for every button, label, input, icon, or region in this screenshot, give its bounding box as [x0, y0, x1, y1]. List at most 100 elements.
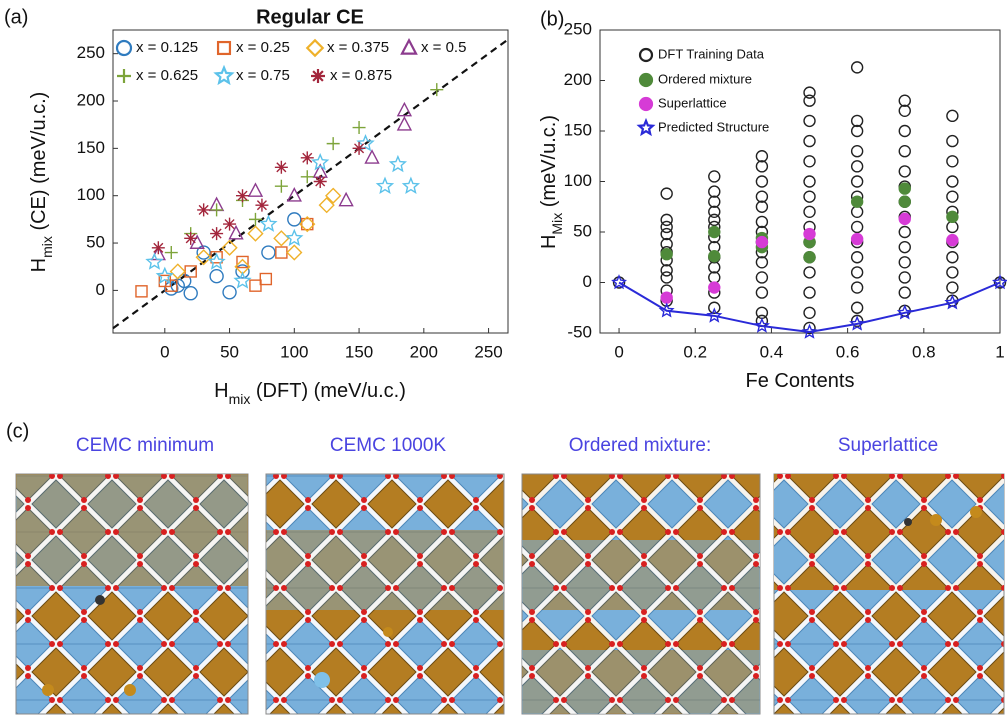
- point: [946, 266, 959, 279]
- point: [946, 109, 959, 123]
- structures: (c) CEMC minimum CEMC 1000K Ordered mixt…: [6, 420, 1005, 715]
- point: [946, 210, 959, 224]
- structure-layer: [522, 650, 760, 714]
- point: [803, 86, 816, 99]
- point: [184, 231, 198, 245]
- point: [946, 251, 959, 264]
- point: [755, 256, 769, 269]
- point: [850, 232, 864, 246]
- point: [299, 215, 316, 233]
- point: [259, 214, 278, 232]
- point: [221, 239, 238, 256]
- point: [210, 227, 224, 241]
- structure-layer: [522, 540, 760, 610]
- y-tick-label: 250: [564, 19, 592, 38]
- legend-label: x = 0.25: [236, 39, 290, 56]
- point: [356, 133, 375, 152]
- point: [233, 271, 252, 289]
- point: [169, 263, 186, 280]
- point: [850, 175, 864, 188]
- atom: [930, 514, 942, 526]
- point: [850, 61, 864, 74]
- axis-label-part: mix: [229, 391, 251, 407]
- point: [803, 134, 816, 148]
- point: [247, 182, 264, 197]
- axis-label-part: (DFT) (meV/u.c.): [250, 380, 406, 402]
- point: [803, 94, 816, 107]
- x-tick-label: 200: [410, 342, 438, 361]
- point: [898, 165, 911, 178]
- point: [183, 286, 198, 301]
- point: [396, 101, 413, 117]
- legend-label: x = 0.875: [330, 67, 392, 84]
- axis-label-part: mix: [39, 236, 55, 258]
- point: [803, 190, 816, 203]
- point: [326, 137, 340, 151]
- point: [300, 151, 314, 165]
- point: [165, 279, 178, 292]
- point: [946, 233, 959, 247]
- point: [755, 160, 769, 173]
- plot-area: [112, 29, 509, 334]
- x-tick-label: 1: [995, 342, 1004, 361]
- x-tick-label: 0.2: [683, 342, 707, 361]
- series: [169, 187, 342, 280]
- point: [898, 256, 911, 269]
- point: [285, 228, 304, 247]
- legend-marker: [400, 37, 418, 55]
- structure-title: Superlattice: [838, 435, 938, 456]
- point: [158, 274, 172, 288]
- point: [235, 264, 250, 279]
- legend-item: x = 0.25: [216, 39, 290, 56]
- legend-label: x = 0.75: [236, 67, 290, 84]
- point: [274, 160, 288, 174]
- point: [898, 195, 911, 208]
- legend-label: x = 0.375: [327, 39, 389, 56]
- point: [898, 225, 911, 239]
- structure-title: Ordered mixture:: [569, 435, 712, 456]
- legend-marker: [117, 69, 131, 83]
- point: [311, 153, 330, 171]
- x-tick-label: 0: [614, 342, 623, 361]
- point: [196, 245, 211, 260]
- point: [145, 252, 164, 270]
- point: [286, 187, 302, 202]
- legend-item: x = 0.5: [400, 37, 466, 56]
- point: [660, 220, 673, 234]
- point: [991, 274, 1007, 290]
- point: [946, 155, 959, 168]
- point: [898, 182, 911, 195]
- y-tick-label: 50: [573, 221, 592, 240]
- point: [286, 244, 303, 261]
- legend-label: DFT Training Data: [658, 46, 765, 61]
- point: [898, 124, 911, 138]
- point: [803, 205, 816, 219]
- structure-layer: [266, 530, 504, 610]
- point: [155, 266, 174, 284]
- point: [352, 141, 366, 155]
- y-tick-label: 150: [77, 138, 105, 157]
- point: [164, 246, 178, 260]
- legend-item: Superlattice: [638, 95, 727, 112]
- atom: [383, 627, 393, 637]
- atom: [42, 684, 54, 696]
- legend-label: Predicted Structure: [658, 119, 769, 134]
- point: [850, 144, 864, 158]
- x-tick-label: 100: [280, 342, 308, 361]
- point: [849, 315, 866, 331]
- x-tick-label: 150: [345, 342, 373, 361]
- panel-label: (b): [540, 8, 564, 30]
- point: [803, 286, 816, 299]
- point: [850, 251, 864, 264]
- point: [946, 134, 959, 148]
- point: [261, 245, 276, 260]
- axis-label-part: H: [214, 380, 228, 402]
- structure-title: CEMC 1000K: [330, 435, 446, 456]
- structure-layer: [774, 474, 1004, 590]
- point: [708, 281, 721, 294]
- y-tick-label: 0: [583, 272, 592, 291]
- point: [300, 170, 314, 184]
- legend-marker: [216, 40, 232, 56]
- point: [803, 114, 816, 128]
- point: [898, 144, 911, 158]
